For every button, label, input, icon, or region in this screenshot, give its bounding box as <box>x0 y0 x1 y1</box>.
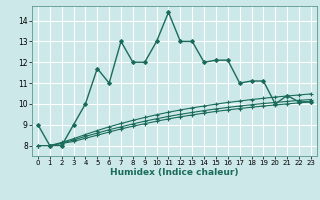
X-axis label: Humidex (Indice chaleur): Humidex (Indice chaleur) <box>110 168 239 177</box>
